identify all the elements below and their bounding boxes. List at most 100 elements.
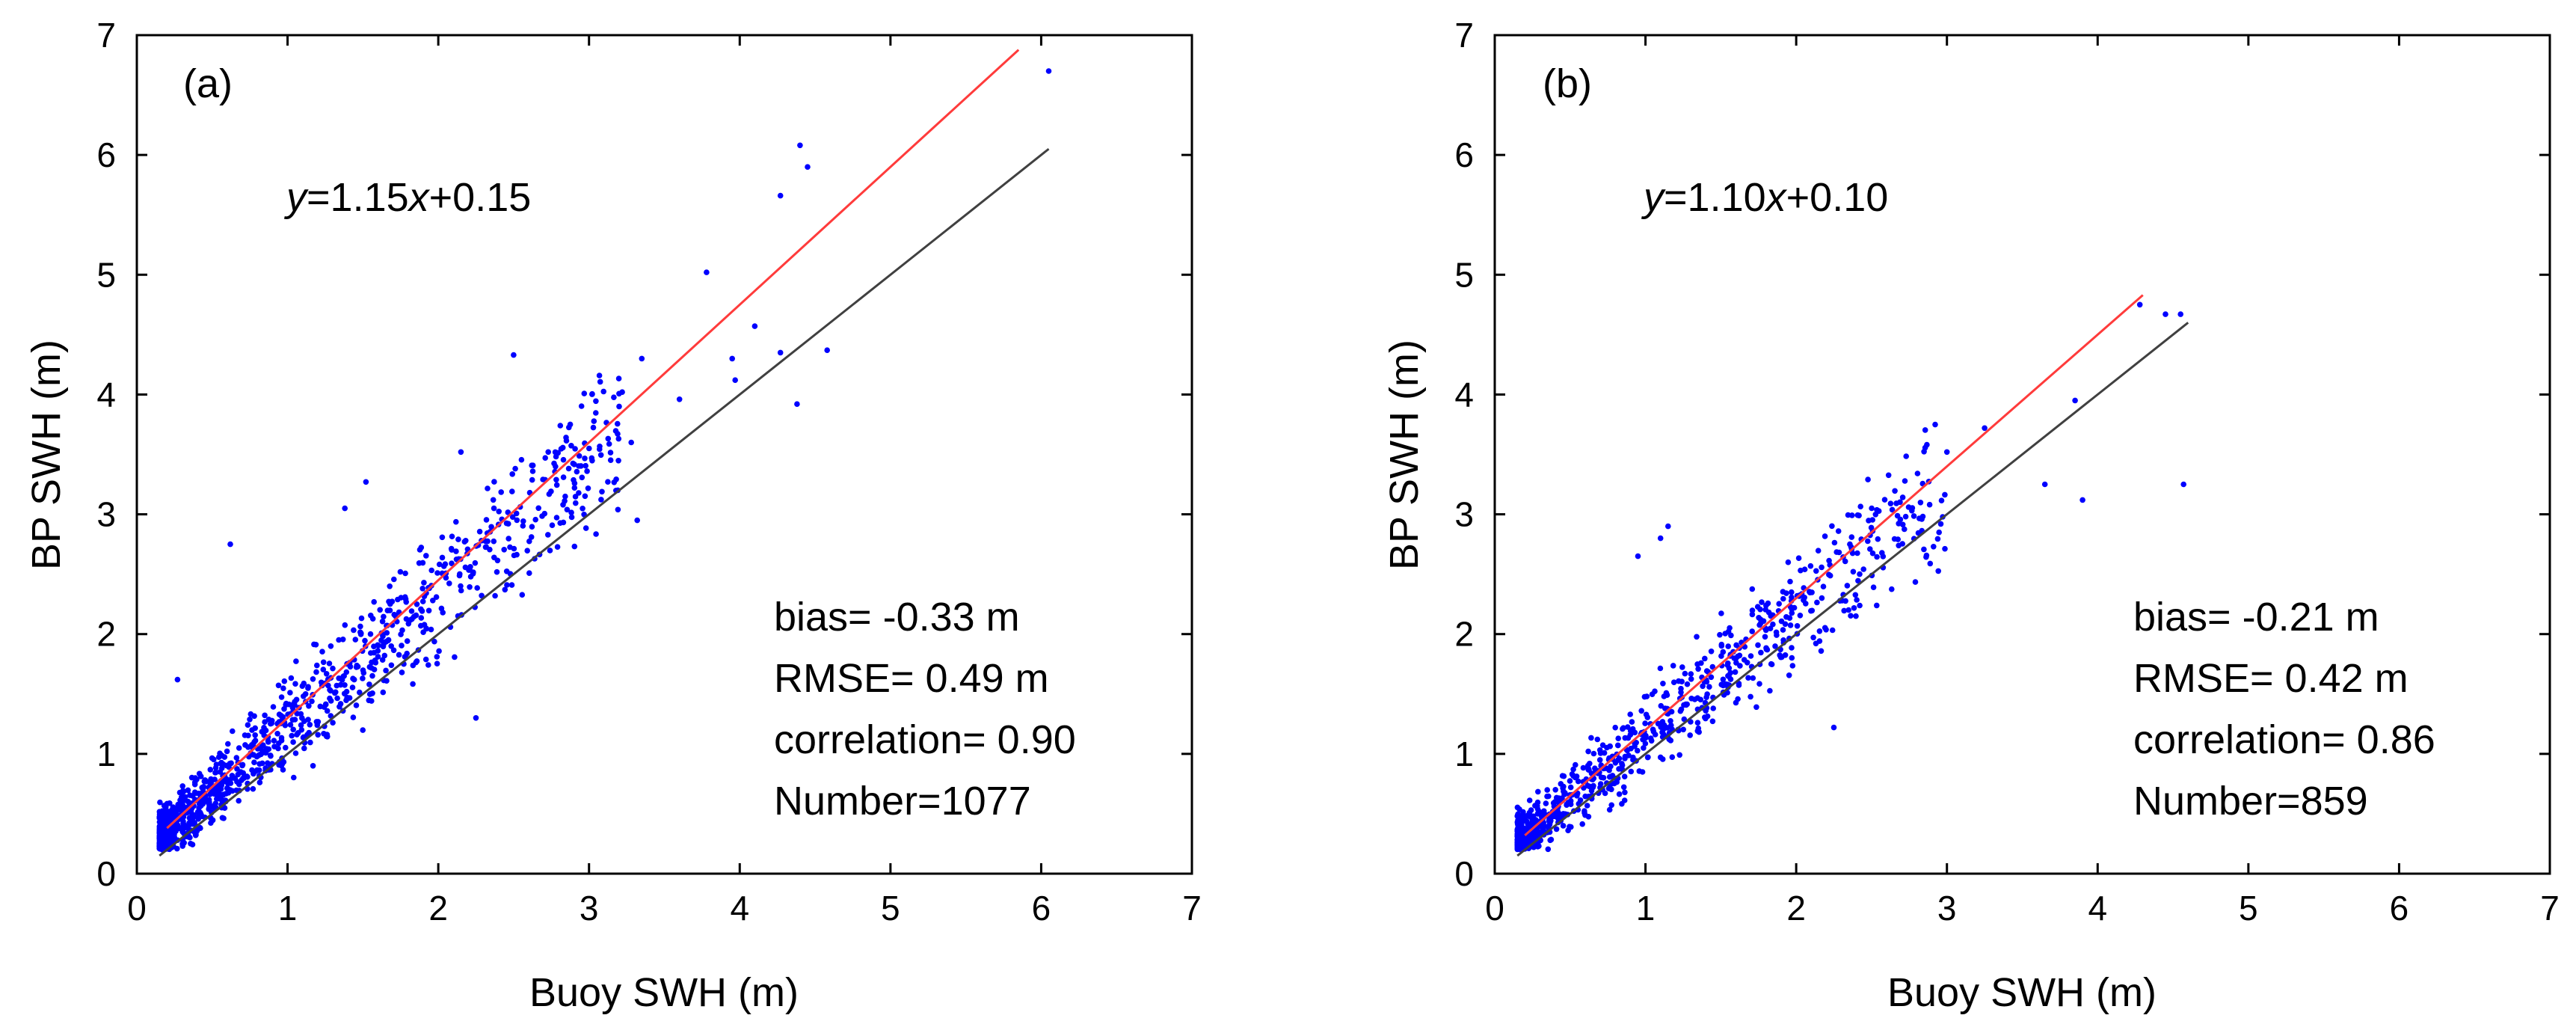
data-point bbox=[209, 755, 215, 761]
data-point bbox=[418, 606, 424, 613]
data-point bbox=[571, 485, 578, 491]
data-point bbox=[612, 428, 619, 434]
data-point bbox=[1942, 491, 1948, 498]
data-point bbox=[1545, 846, 1552, 853]
data-point bbox=[518, 456, 525, 463]
data-point bbox=[449, 547, 455, 553]
data-point bbox=[314, 662, 320, 669]
data-point bbox=[403, 599, 409, 605]
data-point bbox=[1635, 747, 1641, 754]
data-point bbox=[573, 500, 579, 506]
data-point bbox=[1628, 745, 1634, 752]
data-point bbox=[1619, 800, 1625, 807]
data-point bbox=[287, 722, 294, 728]
data-point bbox=[554, 544, 561, 550]
data-point bbox=[560, 474, 567, 480]
data-point bbox=[289, 732, 295, 739]
data-point bbox=[1514, 844, 1521, 850]
data-point bbox=[1676, 678, 1682, 684]
data-point bbox=[1830, 724, 1837, 731]
data-point bbox=[1626, 752, 1632, 758]
data-point bbox=[1519, 836, 1525, 842]
data-point bbox=[442, 561, 449, 567]
stat-bias: bias= -0.33 m bbox=[774, 595, 1020, 640]
data-point bbox=[1755, 642, 1761, 649]
data-point bbox=[1881, 497, 1888, 503]
data-point bbox=[1798, 567, 1804, 574]
panel-label: (a) bbox=[183, 61, 233, 106]
data-point bbox=[354, 662, 360, 669]
data-point bbox=[1709, 718, 1716, 725]
data-point bbox=[156, 819, 163, 825]
data-point bbox=[353, 702, 360, 708]
data-point bbox=[287, 690, 293, 696]
data-point bbox=[167, 827, 174, 834]
data-point bbox=[1759, 599, 1765, 605]
data-point bbox=[572, 446, 578, 452]
data-point bbox=[470, 571, 476, 577]
data-point bbox=[1608, 786, 1614, 793]
y-axis-title: BP SWH (m) bbox=[1382, 340, 1427, 570]
data-point bbox=[1616, 766, 1622, 772]
data-point bbox=[1570, 766, 1576, 773]
x-tick-label: 2 bbox=[428, 889, 448, 928]
data-point bbox=[545, 449, 551, 456]
data-point bbox=[360, 669, 367, 676]
data-point bbox=[1727, 625, 1733, 631]
data-point bbox=[1756, 681, 1762, 687]
data-point bbox=[1870, 584, 1877, 590]
data-point bbox=[292, 717, 298, 723]
data-point bbox=[1559, 773, 1566, 779]
data-point bbox=[458, 449, 464, 456]
data-point bbox=[541, 510, 548, 517]
data-point bbox=[540, 476, 546, 482]
data-point bbox=[314, 722, 321, 729]
data-point bbox=[1819, 564, 1825, 571]
data-point bbox=[1867, 546, 1873, 552]
data-point bbox=[411, 613, 417, 620]
data-point bbox=[1786, 672, 1792, 678]
data-point bbox=[1865, 538, 1871, 545]
data-point bbox=[1614, 779, 1620, 785]
data-point bbox=[306, 703, 312, 709]
y-tick-label: 0 bbox=[1454, 854, 1474, 893]
data-point bbox=[167, 812, 173, 818]
data-point bbox=[343, 669, 350, 675]
data-point bbox=[1564, 801, 1570, 808]
data-point bbox=[180, 821, 186, 827]
data-point bbox=[443, 574, 449, 581]
data-point bbox=[529, 468, 536, 474]
data-point bbox=[1694, 695, 1700, 701]
data-point bbox=[1789, 645, 1795, 651]
equation-x-symbol: x bbox=[1764, 175, 1788, 220]
data-point bbox=[292, 681, 298, 687]
data-point bbox=[398, 631, 404, 637]
data-point bbox=[322, 701, 329, 708]
data-point bbox=[1615, 742, 1621, 749]
data-point bbox=[174, 822, 181, 828]
data-point bbox=[634, 517, 640, 524]
axis-ticks: 0 1 2 3 4 5 6 7 0 1 2 3 4 5 6 7 bbox=[96, 16, 1201, 928]
data-point bbox=[1612, 760, 1619, 766]
data-point bbox=[511, 552, 517, 559]
data-point bbox=[1872, 512, 1879, 518]
data-point bbox=[247, 717, 253, 723]
data-point bbox=[1801, 566, 1808, 572]
data-point bbox=[274, 731, 280, 737]
data-point bbox=[1725, 643, 1731, 649]
data-point bbox=[560, 502, 566, 508]
data-point bbox=[491, 538, 497, 545]
data-point bbox=[339, 637, 346, 643]
data-point bbox=[310, 676, 316, 682]
data-point bbox=[535, 505, 541, 512]
data-point bbox=[390, 647, 397, 654]
data-point bbox=[349, 684, 356, 690]
data-point bbox=[319, 649, 325, 655]
data-point bbox=[491, 554, 497, 561]
data-point bbox=[1905, 504, 1912, 510]
data-point bbox=[582, 525, 589, 531]
data-point bbox=[1709, 663, 1716, 670]
data-point bbox=[1813, 640, 1819, 647]
data-point bbox=[290, 726, 297, 733]
data-point bbox=[236, 797, 242, 804]
